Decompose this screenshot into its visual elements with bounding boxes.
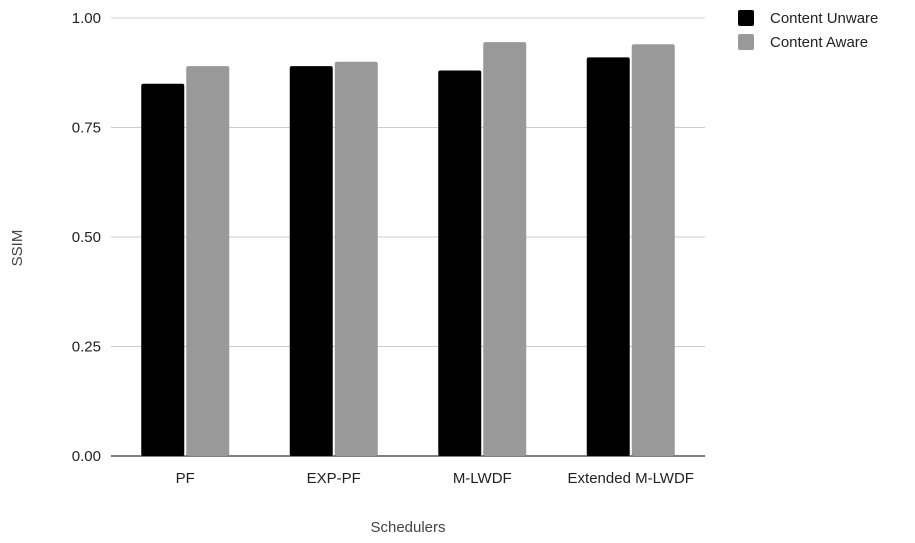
bar-content-unware-exp-pf [289,66,333,457]
bar-content-aware-pf [186,66,230,457]
y-tick-label: 0.25 [72,339,101,356]
y-axis-title: SSIM [9,230,26,267]
bar-content-unware-pf [141,83,185,456]
x-tick-label: EXP-PF [307,470,361,487]
x-tick-label: M-LWDF [453,470,512,487]
x-tick-label: PF [176,470,195,487]
bar-content-aware-exp-pf [334,61,378,457]
y-tick-label: 0.50 [72,229,101,246]
y-tick-label: 1.00 [72,10,101,27]
legend: Content Unware Content Aware [738,10,878,51]
x-axis-ticks: PF EXP-PF M-LWDF Extended M-LWDF [176,470,694,487]
bar-content-unware-m-lwdf [438,70,482,456]
y-tick-label: 0.00 [72,448,101,465]
x-tick-label: Extended M-LWDF [568,470,694,487]
x-axis-title: Schedulers [370,519,445,536]
legend-swatch [738,34,754,50]
bar-content-unware-extended-m-lwdf [586,57,630,457]
y-axis-ticks: 0.00 0.25 0.50 0.75 1.00 [72,10,101,465]
legend-label: Content Unware [770,10,878,27]
y-tick-label: 0.75 [72,120,101,137]
bar-content-aware-m-lwdf [483,42,527,457]
bar-content-aware-extended-m-lwdf [631,44,675,456]
legend-label: Content Aware [770,34,868,51]
bars [141,42,675,457]
legend-swatch [738,10,754,26]
